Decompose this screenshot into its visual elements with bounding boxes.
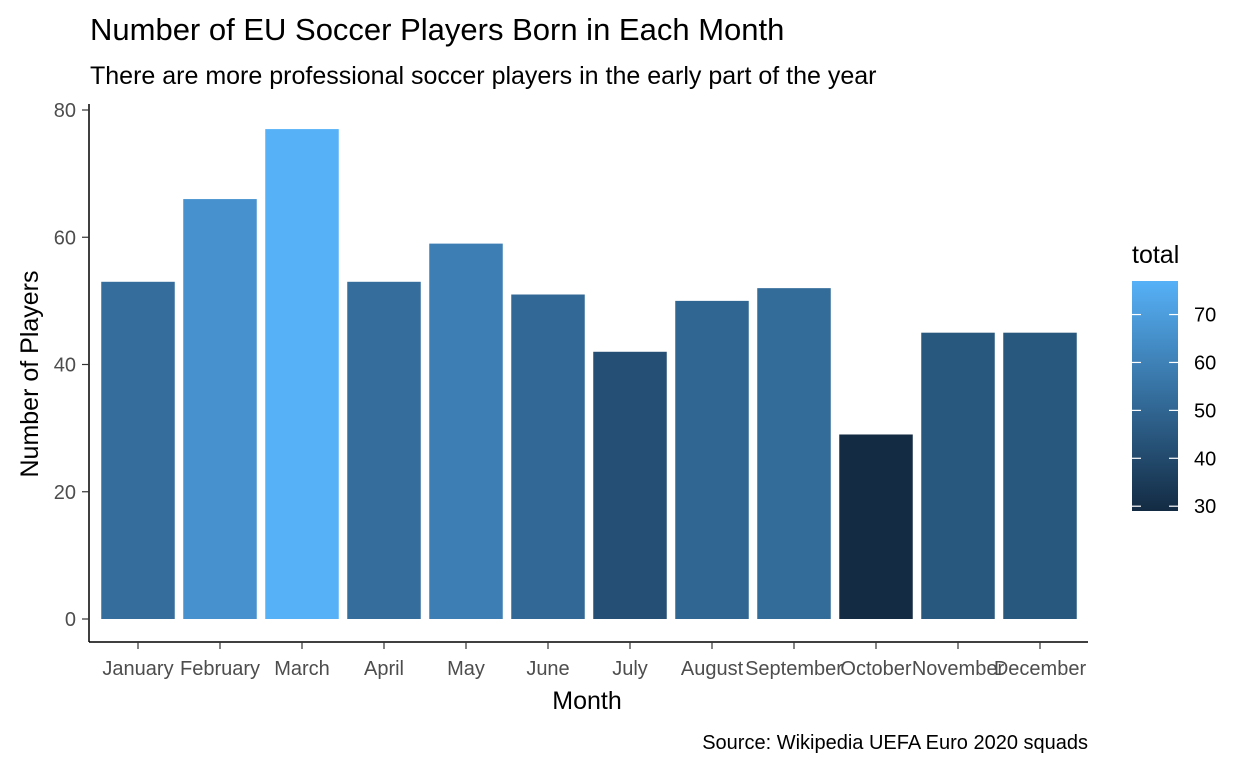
bars [101, 129, 1077, 620]
x-tick-label: August [681, 658, 744, 680]
legend-colorbar [1132, 281, 1178, 511]
x-tick-label: April [364, 658, 404, 680]
x-tick-label: September [745, 658, 843, 680]
legend-tick-label: 30 [1194, 496, 1216, 518]
legend-ticks: 30 40 50 60 70 [1132, 305, 1216, 518]
x-tick-label: February [180, 658, 260, 680]
y-tick-label: 20 [54, 482, 76, 504]
chart-title: Number of EU Soccer Players Born in Each… [90, 12, 784, 47]
legend: total 30 40 50 60 70 [1132, 241, 1216, 518]
y-tick-label: 0 [65, 609, 76, 631]
chart-caption: Source: Wikipedia UEFA Euro 2020 squads [702, 732, 1088, 754]
x-tick-label: June [526, 658, 569, 680]
x-tick-label: March [274, 658, 330, 680]
x-tick-label: October [840, 658, 911, 680]
bar-september [757, 288, 831, 619]
y-axis-title: Number of Players [16, 270, 44, 477]
x-tick-label: July [612, 658, 648, 680]
bar-december [1003, 332, 1077, 619]
x-tick-label: December [994, 658, 1087, 680]
x-tick-label: May [447, 658, 485, 680]
x-ticks: January February March April May June July Augu… [102, 642, 1086, 680]
y-tick-label: 40 [54, 355, 76, 377]
x-axis-title: Month [552, 687, 621, 715]
x-tick-label: January [102, 658, 173, 680]
legend-tick-label: 60 [1194, 352, 1216, 374]
bar-november [921, 332, 995, 619]
bar-june [511, 294, 585, 619]
legend-tick-label: 40 [1194, 448, 1216, 470]
bar-april [347, 281, 421, 619]
bar-march [265, 129, 339, 619]
chart-subtitle: There are more professional soccer playe… [90, 62, 877, 90]
legend-tick-label: 70 [1194, 305, 1216, 327]
x-tick-label: November [912, 658, 1005, 680]
bar-february [183, 199, 257, 619]
y-tick-label: 60 [54, 227, 76, 249]
bar-january [101, 281, 175, 619]
y-ticks: 0 20 40 60 80 [54, 100, 89, 631]
y-tick-label: 80 [54, 100, 76, 122]
bar-july [593, 351, 667, 619]
legend-title: total [1132, 241, 1179, 269]
legend-tick-label: 50 [1194, 400, 1216, 422]
bar-october [839, 434, 913, 619]
bar-may [429, 243, 503, 620]
bar-august [675, 300, 749, 619]
